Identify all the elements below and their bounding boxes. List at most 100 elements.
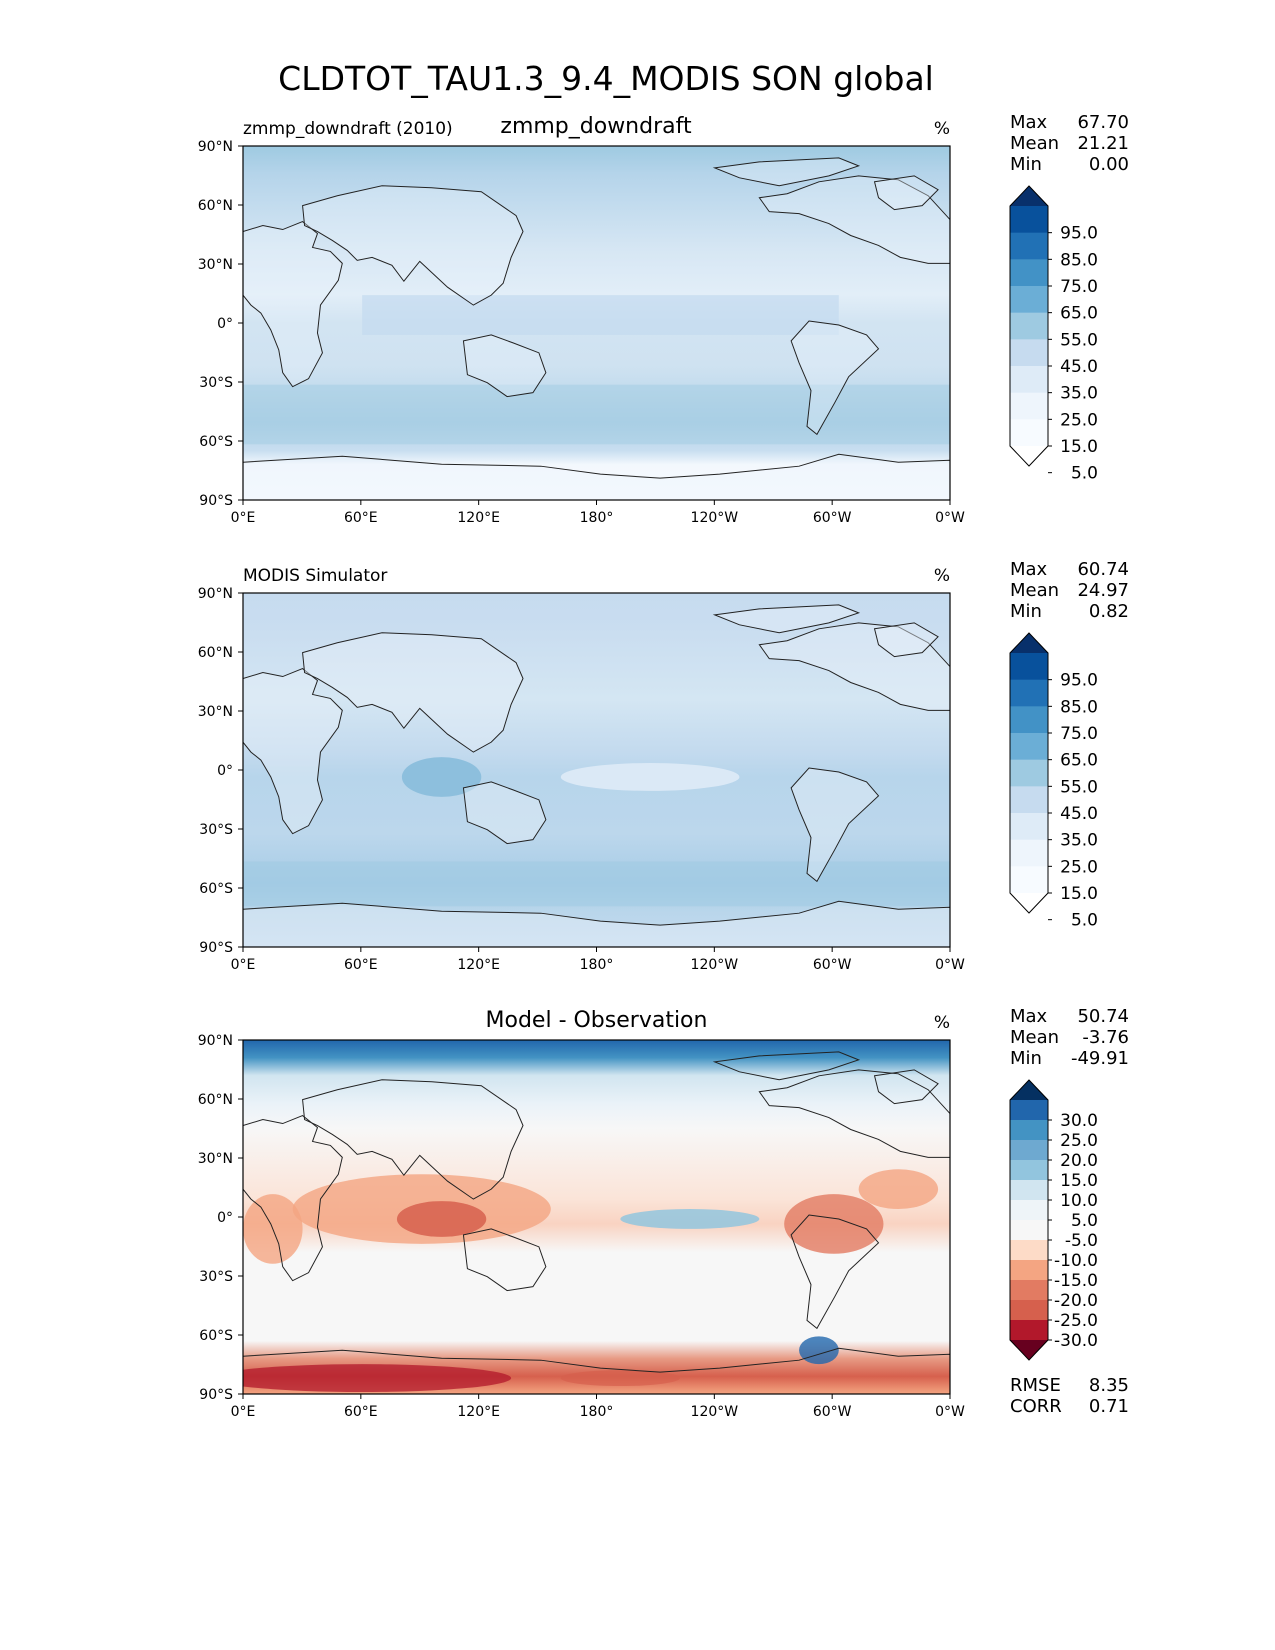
figure-title: CLDTOT_TAU1.3_9.4_MODIS SON global: [278, 59, 934, 98]
stat-label: Max: [1010, 112, 1048, 133]
stat-value: -49.91: [1071, 1048, 1129, 1069]
map-test: [243, 146, 950, 501]
colorbar-label: 85.0: [1060, 250, 1098, 270]
colorbar-label: 55.0: [1060, 777, 1098, 797]
center-title: Model - Observation: [486, 1008, 708, 1033]
y-tick-label: 90°N: [198, 586, 233, 602]
colorbar-segment: [1010, 1320, 1048, 1341]
units-label: %: [934, 119, 950, 139]
x-tick-label: 60°W: [813, 1404, 852, 1420]
y-tick-label: 60°N: [198, 1092, 233, 1108]
colorbar-segment: [1010, 866, 1048, 894]
colorbar-segment: [1010, 1140, 1048, 1161]
map-field: [243, 1040, 950, 1395]
colorbar-segment: [1010, 419, 1048, 447]
x-tick-label: 180°: [580, 1404, 614, 1420]
field-band: [243, 861, 950, 907]
colorbar-label: -25.0: [1054, 1311, 1098, 1331]
colorbar-segment: [1010, 206, 1048, 234]
colorbar-label: 15.0: [1060, 1171, 1098, 1191]
x-tick-label: 120°E: [457, 510, 500, 526]
field-band: [362, 295, 839, 335]
colorbar-label: -10.0: [1054, 1251, 1098, 1271]
colorbar-label: 85.0: [1060, 697, 1098, 717]
map-field: [243, 146, 950, 501]
field-band: [243, 384, 950, 445]
colorbar-segment: [1010, 1100, 1048, 1121]
colorbar-extend-top: [1010, 633, 1048, 653]
units-label: %: [934, 1013, 950, 1033]
x-tick-label: 0°W: [935, 957, 965, 973]
colorbar-label: 45.0: [1060, 804, 1098, 824]
y-tick-label: 60°N: [198, 198, 233, 214]
stat-value: 0.82: [1089, 601, 1129, 622]
colorbar-label: 25.0: [1060, 1131, 1098, 1151]
y-tick-label: 60°S: [199, 881, 233, 897]
stat-value: 60.74: [1077, 559, 1129, 580]
colorbar-segment: [1010, 392, 1048, 420]
stat-label: Mean: [1010, 1027, 1059, 1048]
stat-label: RMSE: [1010, 1375, 1061, 1396]
colorbar-segment: [1010, 733, 1048, 761]
y-tick-label: 60°N: [198, 645, 233, 661]
x-tick-label: 0°W: [935, 1404, 965, 1420]
colorbar-segment: [1010, 1280, 1048, 1301]
colorbar-segment: [1010, 759, 1048, 787]
x-tick-label: 120°W: [691, 1404, 739, 1420]
colorbar-label: 35.0: [1060, 384, 1098, 404]
left-title: MODIS Simulator: [243, 566, 387, 586]
colorbar: 30.025.020.015.010.05.0-5.0-10.0-15.0-20…: [1009, 1079, 1098, 1361]
colorbar-segment: [1010, 232, 1048, 260]
colorbar-extend-bottom: [1010, 1340, 1048, 1360]
y-tick-label: 90°N: [198, 1033, 233, 1049]
colorbar-segment: [1010, 1180, 1048, 1201]
x-tick-label: 60°W: [813, 510, 852, 526]
x-tick-label: 60°E: [344, 510, 378, 526]
y-tick-label: 30°S: [199, 375, 233, 391]
colorbar-segment: [1010, 312, 1048, 340]
colorbar-segment: [1010, 653, 1048, 681]
colorbar-segment: [1010, 1240, 1048, 1261]
colorbar-label: 15.0: [1060, 437, 1098, 457]
colorbar-label: 65.0: [1060, 304, 1098, 324]
field-blob: [396, 1201, 487, 1237]
y-tick-label: 90°S: [199, 1387, 233, 1403]
colorbar-label: 25.0: [1060, 857, 1098, 877]
colorbar-segment: [1010, 1220, 1048, 1241]
field-blob: [620, 1209, 760, 1229]
colorbar-label: -15.0: [1054, 1271, 1098, 1291]
panel-reference: 0°E 60°E 120°E 180° 120°W 60°W 0°W 90°N 60°N 30°N…: [198, 559, 1129, 973]
x-tick-label: 0°E: [231, 510, 256, 526]
stat-value: 67.70: [1077, 112, 1129, 133]
colorbar-label: 5.0: [1071, 1211, 1098, 1231]
colorbar-segment: [1010, 366, 1048, 394]
stat-label: Mean: [1010, 133, 1059, 154]
colorbar-label: 35.0: [1060, 831, 1098, 851]
map-difference: [243, 1040, 950, 1395]
x-tick-label: 0°E: [231, 1404, 256, 1420]
colorbar-label: -30.0: [1054, 1331, 1098, 1351]
stat-value: 50.74: [1077, 1006, 1129, 1027]
y-tick-label: 90°S: [199, 940, 233, 956]
colorbar-label: 5.0: [1071, 464, 1098, 484]
x-tick-label: 180°: [580, 510, 614, 526]
colorbar-segment: [1010, 286, 1048, 314]
colorbar-label: 95.0: [1060, 224, 1098, 244]
colorbar-extend-top: [1010, 186, 1048, 206]
colorbar-label: 30.0: [1060, 1111, 1098, 1131]
colorbar-label: 15.0: [1060, 884, 1098, 904]
x-tick-label: 60°W: [813, 957, 852, 973]
colorbar-segment: [1010, 1200, 1048, 1221]
stat-value: 8.35: [1089, 1375, 1129, 1396]
colorbar-label: 75.0: [1060, 724, 1098, 744]
colorbar: 95.0 85.0 75.0 65.0 55.0 45.0 35.0 25.0 15.0 5.0: [1009, 632, 1098, 931]
field-blob: [784, 1194, 884, 1254]
colorbar-segment: [1010, 813, 1048, 841]
stat-value: -3.76: [1082, 1027, 1129, 1048]
colorbar-label: 65.0: [1060, 751, 1098, 771]
y-tick-label: 30°N: [198, 704, 233, 720]
x-tick-label: 120°W: [691, 510, 739, 526]
field-blob: [858, 1169, 939, 1210]
y-tick-label: 0°: [217, 763, 233, 779]
